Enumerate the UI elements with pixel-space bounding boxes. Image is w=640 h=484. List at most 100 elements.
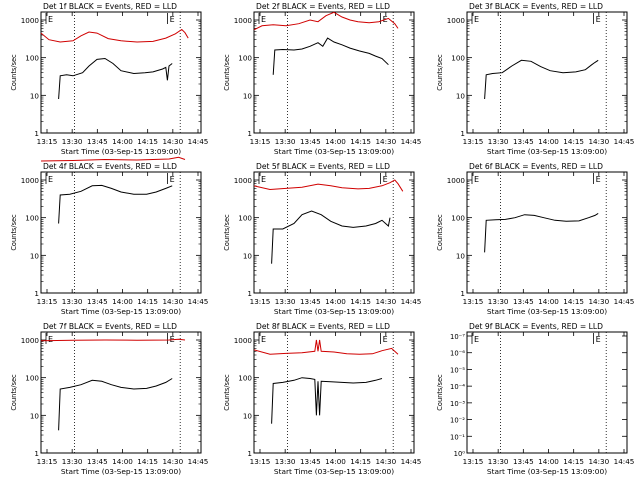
marker-label: E <box>261 335 266 344</box>
x-tick-label: 14:15 <box>563 137 584 146</box>
x-axis-label: Start Time (03-Sep-15 13:09:00) <box>61 307 181 316</box>
x-tick-label: 14:45 <box>401 297 422 306</box>
panel-title: Det 9f BLACK = Events, RED = LLD <box>469 322 603 331</box>
x-axis-label: Start Time (03-Sep-15 13:09:00) <box>274 467 394 476</box>
x-tick-label: 13:30 <box>488 457 509 466</box>
x-tick-label: 13:30 <box>275 137 296 146</box>
x-tick-label: 14:15 <box>563 297 584 306</box>
x-tick-label: 14:00 <box>112 457 133 466</box>
series-events-black-line <box>58 378 173 431</box>
x-tick-label: 14:30 <box>162 297 183 306</box>
y-tick-label: 1 <box>34 449 39 458</box>
marker-label: E <box>48 175 53 184</box>
y-tick-label: 10⁻⁴ <box>450 383 465 391</box>
x-tick-label: 13:45 <box>300 457 321 466</box>
panel-det-9: Det 9f BLACK = Events, RED = LLD 13:15 13:… <box>436 322 634 476</box>
x-tick-label: 14:00 <box>112 297 133 306</box>
marker-label: E <box>170 175 175 184</box>
x-tick-label: 13:45 <box>513 297 534 306</box>
panel-title: Det 7f BLACK = Events, RED = LLD <box>43 322 177 331</box>
marker-label: E <box>474 175 479 184</box>
y-tick-label: 100 <box>25 54 39 63</box>
y-tick-label: 10⁻³ <box>450 400 465 408</box>
x-tick-label: 13:15 <box>463 137 484 146</box>
x-tick-label: 14:30 <box>375 137 396 146</box>
series-events-black-line <box>58 57 173 100</box>
x-tick-label: 14:15 <box>350 457 371 466</box>
panel-det-6: Det 6f BLACK = Events, RED = LLD 13:15 13:… <box>436 162 634 316</box>
x-tick-label: 13:45 <box>300 297 321 306</box>
y-axis-label: Counts/sec <box>223 214 231 251</box>
panel-det-4: Det 4f BLACK = Events, RED = LLD 13:15 13:… <box>10 156 209 316</box>
panel-title: Det 8f BLACK = Events, RED = LLD <box>256 322 390 331</box>
x-tick-label: 14:15 <box>137 137 158 146</box>
y-tick-label: 1000 <box>21 336 40 345</box>
y-tick-label: 1000 <box>447 16 466 25</box>
panel-det-2: Det 2f BLACK = Events, RED = LLD 13:15 13:… <box>223 2 421 156</box>
series-events-black-line <box>484 59 599 100</box>
y-axis-label: Counts/sec <box>223 54 231 91</box>
x-tick-label: 14:30 <box>588 297 609 306</box>
y-tick-label: 100 <box>25 214 39 223</box>
y-tick-label: 10 <box>243 91 253 100</box>
panel-title: Det 1f BLACK = Events, RED = LLD <box>43 2 177 11</box>
series-lld-red-line <box>40 338 186 342</box>
plot-frame <box>466 331 628 454</box>
y-tick-label: 100 <box>238 54 252 63</box>
x-tick-label: 13:15 <box>37 457 58 466</box>
marker-label: E <box>474 335 479 344</box>
x-tick-label: 13:15 <box>250 457 271 466</box>
panel-det-7: Det 7f BLACK = Events, RED = LLD 13:15 13:… <box>10 322 208 476</box>
x-tick-label: 14:45 <box>188 297 209 306</box>
panel-det-3: Det 3f BLACK = Events, RED = LLD 13:15 13:… <box>436 2 634 156</box>
x-tick-label: 13:30 <box>275 457 296 466</box>
y-tick-label: 10⁻¹ <box>450 433 465 441</box>
y-tick-label: 1000 <box>447 176 466 185</box>
x-tick-label: 13:15 <box>463 457 484 466</box>
marker-label: E <box>261 175 266 184</box>
y-tick-label: 10⁰ <box>454 450 466 458</box>
series-lld-red-line <box>253 179 404 192</box>
panel-title: Det 4f BLACK = Events, RED = LLD <box>43 162 177 171</box>
x-tick-label: 14:45 <box>188 137 209 146</box>
y-tick-label: 1000 <box>234 176 253 185</box>
x-axis-label: Start Time (03-Sep-15 13:09:00) <box>487 147 607 156</box>
x-tick-label: 13:15 <box>37 137 58 146</box>
panel-title: Det 2f BLACK = Events, RED = LLD <box>256 2 390 11</box>
marker-label: E <box>383 175 388 184</box>
x-tick-label: 14:30 <box>162 457 183 466</box>
x-tick-label: 14:45 <box>614 297 635 306</box>
y-tick-label: 1 <box>460 129 465 138</box>
x-tick-label: 13:15 <box>463 297 484 306</box>
series-events-black-line <box>271 210 391 264</box>
x-tick-label: 14:30 <box>375 457 396 466</box>
y-tick-label: 1000 <box>234 336 253 345</box>
y-tick-label: 1 <box>247 449 252 458</box>
panel-title: Det 3f BLACK = Events, RED = LLD <box>469 2 603 11</box>
y-tick-label: 1000 <box>234 16 253 25</box>
x-axis-label: Start Time (03-Sep-15 13:09:00) <box>61 467 181 476</box>
plot-frame <box>253 331 415 454</box>
x-tick-label: 14:15 <box>563 457 584 466</box>
panel-det-8: Det 8f BLACK = Events, RED = LLD 13:15 13:… <box>223 322 421 476</box>
plot-frame <box>466 11 628 134</box>
y-tick-label: 10 <box>456 91 466 100</box>
x-tick-label: 13:30 <box>62 457 83 466</box>
x-tick-label: 14:45 <box>614 457 635 466</box>
x-tick-label: 13:30 <box>275 297 296 306</box>
x-tick-label: 14:00 <box>325 137 346 146</box>
x-tick-label: 14:00 <box>325 457 346 466</box>
series-lld-red-line <box>253 339 399 355</box>
x-tick-label: 14:45 <box>401 457 422 466</box>
x-tick-label: 14:00 <box>538 457 559 466</box>
x-tick-label: 14:30 <box>588 457 609 466</box>
x-tick-label: 13:45 <box>87 137 108 146</box>
y-axis-label: Counts/sec <box>436 54 444 91</box>
y-tick-label: 10 <box>30 251 40 260</box>
y-axis-label: Counts/sec <box>10 54 18 91</box>
panel-det-1: Det 1f BLACK = Events, RED = LLD 13:15 13:… <box>10 2 208 156</box>
x-tick-label: 13:30 <box>488 297 509 306</box>
marker-label: E <box>170 15 175 24</box>
y-axis-label: Counts/sec <box>10 214 18 251</box>
